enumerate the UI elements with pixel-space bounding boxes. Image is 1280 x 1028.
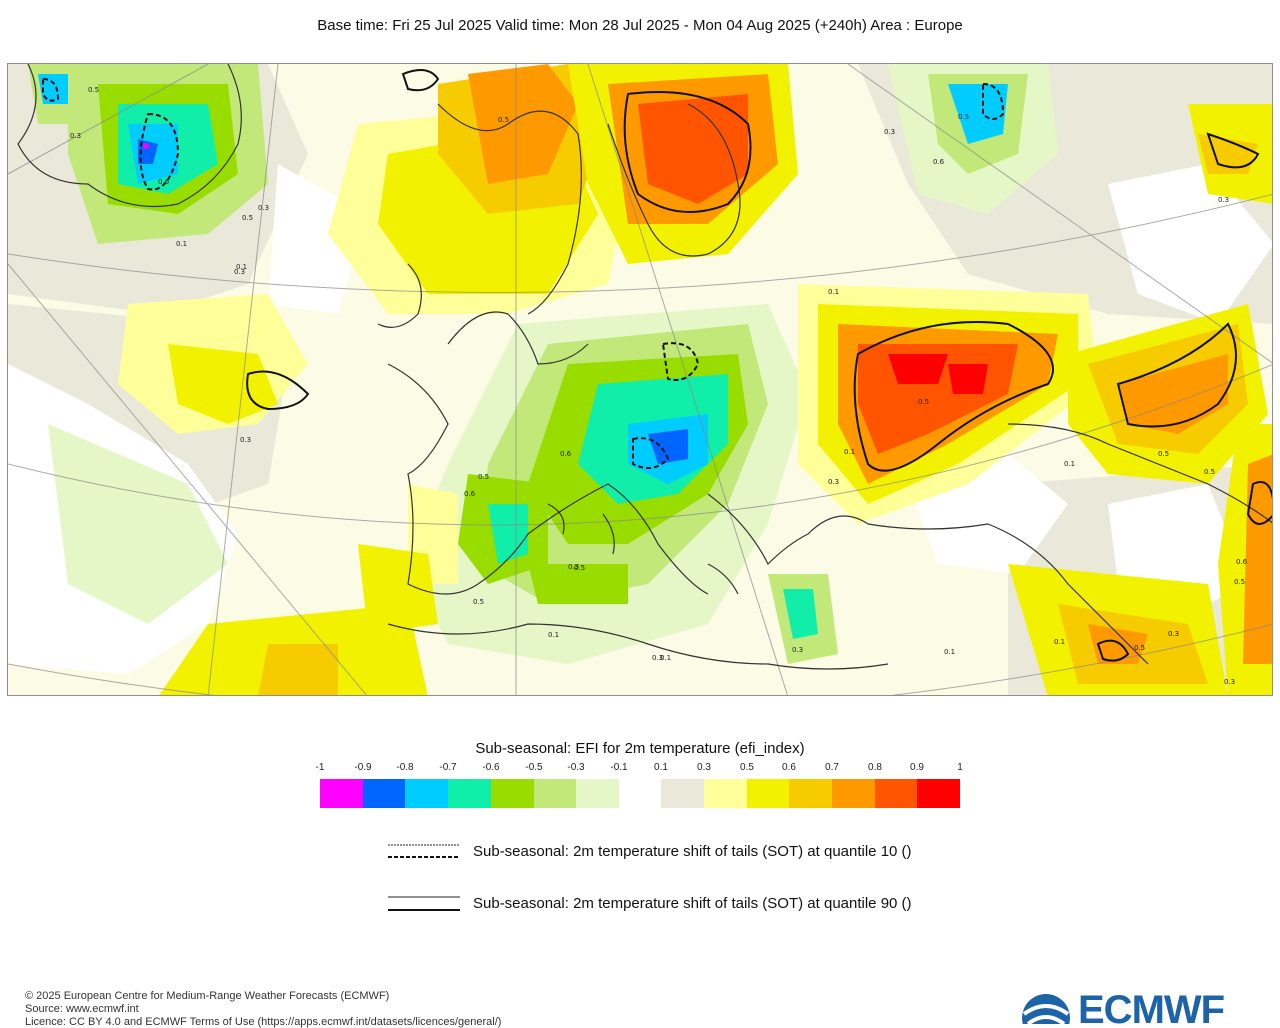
contour-label: 0.3 <box>792 646 803 654</box>
contour-label: 0.3 <box>652 654 663 662</box>
contour-label: 0.5 <box>1204 468 1215 476</box>
contour-label: 0.5 <box>918 398 929 406</box>
legend-tick: -0.7 <box>439 762 457 773</box>
legend-tick: -0.6 <box>482 762 500 773</box>
contour-label: 0.3 <box>1168 630 1179 638</box>
contour-label: 0.1 <box>236 263 247 271</box>
contour-label: 0.5 <box>88 86 99 94</box>
contour-label: 0.1 <box>844 448 855 456</box>
contour-label: 0.3 <box>828 478 839 486</box>
contour-label: 0.3 <box>568 563 579 571</box>
legend-swatch <box>363 779 405 808</box>
legend-swatch <box>619 779 661 808</box>
legend-swatch <box>661 779 704 808</box>
copyright-text: © 2025 European Centre for Medium-Range … <box>25 990 390 1002</box>
contour-label: 0.1 <box>828 288 839 296</box>
contour-label: 0.3 <box>258 204 269 212</box>
contour-label: 0.5 <box>958 113 969 121</box>
legend-tick: -0.5 <box>525 762 543 773</box>
contour-label: 0.1 <box>1064 460 1075 468</box>
contour-label: 0.1 <box>176 240 187 248</box>
sot-contours <box>246 69 1272 662</box>
solid-contour-sample <box>388 896 460 911</box>
contour-label: 0.5 <box>574 564 585 572</box>
legend-tick: 0.9 <box>910 762 924 773</box>
legend-tick: -1 <box>315 762 325 773</box>
contour-label: 0.6 <box>158 178 170 186</box>
contour-label: 0.6 <box>1236 558 1248 566</box>
contour-label: 0.6 <box>560 450 572 458</box>
legend-swatch <box>320 779 363 808</box>
legend-swatch <box>875 779 917 808</box>
legend-swatch <box>534 779 576 808</box>
efi-map[interactable]: 0.5 0.3 0.1 0.3 0.5 0.6 0.3 0.1 0.5 0.5 … <box>7 63 1273 696</box>
contour-label: 0.3 <box>1224 678 1235 686</box>
dashed-contour-sample <box>388 844 460 858</box>
legend-title: Sub-seasonal: EFI for 2m temperature (ef… <box>475 740 805 757</box>
map-canvas[interactable]: 0.5 0.3 0.1 0.3 0.5 0.6 0.3 0.1 0.5 0.5 … <box>8 64 1273 696</box>
page-title: Base time: Fri 25 Jul 2025 Valid time: M… <box>317 17 963 34</box>
contour-label: 0.1 <box>548 631 559 639</box>
contour-label: 0.5 <box>498 116 509 124</box>
legend-swatch <box>405 779 448 808</box>
legend-tick: 0.3 <box>697 762 711 773</box>
contour-value-labels: 0.5 0.3 0.1 0.3 0.5 0.6 0.3 0.1 0.5 0.5 … <box>70 86 1248 686</box>
legend-tick: -0.3 <box>567 762 585 773</box>
contour-label: 0.5 <box>1134 644 1145 652</box>
legend-swatch <box>448 779 491 808</box>
legend-swatch <box>747 779 789 808</box>
contour-label: 0.6 <box>933 158 945 166</box>
legend-swatch <box>576 779 619 808</box>
legend-tick: 0.8 <box>868 762 882 773</box>
source-text: Source: www.ecmwf.int <box>25 1003 139 1015</box>
legend-swatch <box>789 779 832 808</box>
contour-label: 0.1 <box>944 648 955 656</box>
graticule <box>8 64 1272 695</box>
ecmwf-logo-mark-icon <box>1022 994 1070 1024</box>
contour-label: 0.5 <box>242 214 253 222</box>
legend-swatch <box>704 779 747 808</box>
legend-swatch <box>491 779 534 808</box>
contour-label: 0.3 <box>1218 196 1229 204</box>
sot-q10-label: Sub-seasonal: 2m temperature shift of ta… <box>473 843 912 860</box>
contour-label: 0.1 <box>660 654 671 662</box>
contour-label: 0.3 <box>884 128 895 136</box>
licence-text: Licence: CC BY 4.0 and ECMWF Terms of Us… <box>25 1016 502 1028</box>
contour-label: 0.3 <box>240 436 251 444</box>
legend-tick: 1 <box>957 762 963 773</box>
legend-tick: 0.6 <box>782 762 796 773</box>
contour-label: 0.3 <box>234 268 245 276</box>
efi-shading <box>8 64 1272 695</box>
ecmwf-logo-text: ECMWF <box>1078 992 1225 1024</box>
contour-label: 0.5 <box>473 598 484 606</box>
legend-swatch <box>917 779 960 808</box>
legend-tick: 0.1 <box>654 762 668 773</box>
legend-swatch <box>832 779 875 808</box>
coastlines <box>17 64 1272 670</box>
legend-tick: -0.8 <box>396 762 414 773</box>
contour-label: 0.5 <box>1158 450 1169 458</box>
ecmwf-logo: ECMWF <box>1016 992 1261 1024</box>
sot-dashed-contours <box>42 77 1005 469</box>
contour-label: 0.5 <box>478 473 489 481</box>
contour-label: 0.3 <box>70 132 81 140</box>
sot-q90-label: Sub-seasonal: 2m temperature shift of ta… <box>473 895 912 912</box>
legend-tick: 0.7 <box>825 762 839 773</box>
contour-label: 0.6 <box>464 490 476 498</box>
legend-tick: -0.1 <box>610 762 628 773</box>
contour-label: 0.1 <box>1054 638 1065 646</box>
contour-label: 0.5 <box>1234 578 1245 586</box>
legend-tick: -0.9 <box>354 762 372 773</box>
legend-tick: 0.5 <box>740 762 754 773</box>
